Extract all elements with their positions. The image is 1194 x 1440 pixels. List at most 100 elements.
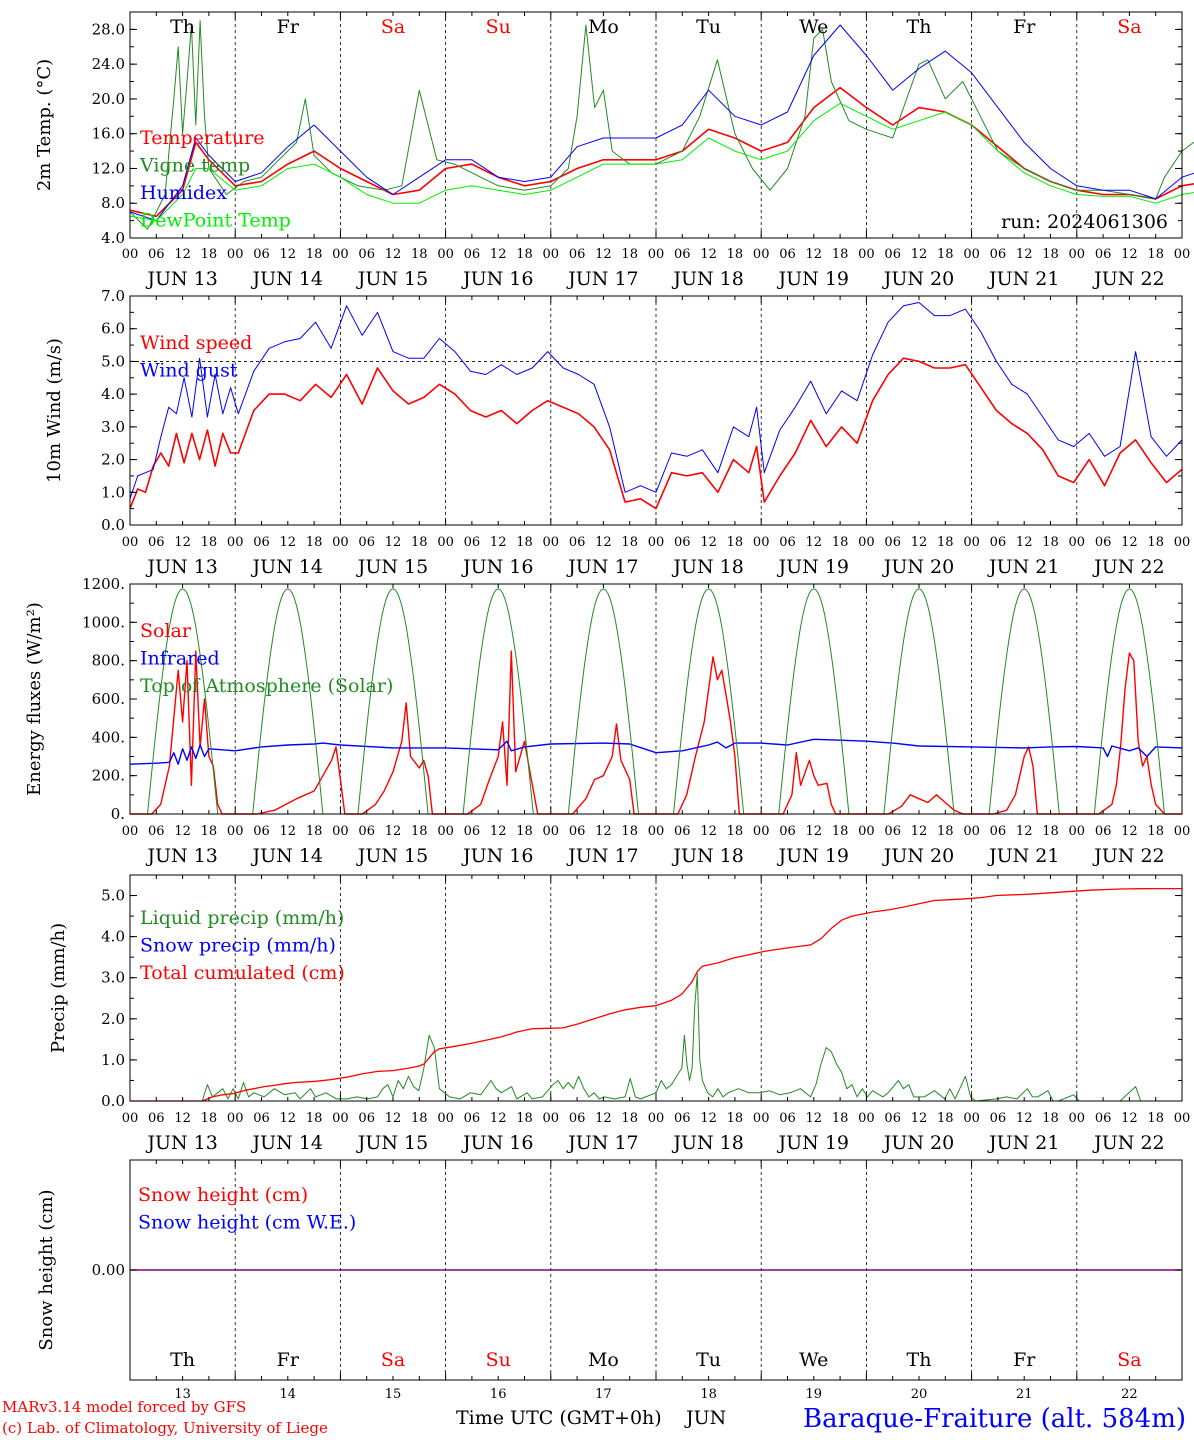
series-line-1-2 [129, 20, 1194, 230]
hour-tick-label: 00 [753, 247, 770, 262]
y-axis-label: Precip (mm/h) [48, 923, 69, 1053]
date-label: JUN 13 [145, 845, 217, 867]
weekday-label: Mo [588, 16, 619, 38]
hour-tick-label: 06 [884, 1111, 901, 1126]
y-tick-label: 400. [92, 728, 125, 746]
hour-tick-label: 18 [1147, 247, 1164, 262]
date-label: JUN 17 [566, 845, 638, 867]
hour-tick-label: 18 [411, 247, 428, 262]
legend-entry: Humidex [140, 182, 227, 204]
date-label: JUN 19 [777, 268, 849, 290]
legend-entry: DewPoint Temp [140, 210, 291, 232]
legend-entry: Snow precip (mm/h) [140, 935, 336, 957]
y-tick-label: 20.0 [92, 90, 125, 108]
weekday-label: Th [907, 16, 932, 38]
date-label: JUN 15 [356, 1132, 428, 1154]
hour-tick-label: 12 [911, 535, 928, 550]
footer-credit-line2: (c) Lab. of Climatology, University of L… [2, 1419, 328, 1437]
y-tick-label: 0. [111, 805, 125, 823]
y-tick-label: 0.00 [92, 1261, 125, 1279]
weekday-label: Sa [1117, 16, 1141, 38]
hour-tick-label: 00 [1174, 247, 1191, 262]
hour-tick-label: 06 [674, 1111, 691, 1126]
date-label: JUN 22 [1092, 1132, 1164, 1154]
legend-entry: Total cumulated (cm) [140, 962, 345, 984]
hour-tick-label: 06 [779, 1111, 796, 1126]
hour-tick-label: 18 [411, 824, 428, 839]
date-label: JUN 13 [145, 556, 217, 578]
hour-tick-label: 18 [1042, 247, 1059, 262]
hour-tick-label: 18 [621, 1111, 638, 1126]
date-label: JUN 16 [461, 556, 533, 578]
hour-tick-label: 18 [516, 824, 533, 839]
hour-tick-label: 00 [437, 247, 454, 262]
hour-tick-label: 06 [779, 824, 796, 839]
hour-tick-label: 18 [1042, 824, 1059, 839]
hour-tick-label: 18 [727, 247, 744, 262]
y-tick-label: 5.0 [101, 352, 125, 370]
hour-tick-label: 00 [543, 535, 560, 550]
day-number-label: 15 [385, 1387, 402, 1402]
hour-tick-label: 00 [227, 824, 244, 839]
date-label: JUN 20 [882, 268, 954, 290]
hour-tick-label: 06 [674, 535, 691, 550]
y-tick-label: 24.0 [92, 55, 125, 73]
hour-tick-label: 00 [858, 824, 875, 839]
hour-tick-label: 00 [1174, 535, 1191, 550]
y-tick-label: 1.0 [101, 483, 125, 501]
weekday-label: Sa [381, 1349, 405, 1371]
hour-tick-label: 00 [648, 1111, 665, 1126]
x-axis-month: JUN [684, 1407, 726, 1429]
series-line-2-2 [129, 302, 1183, 499]
date-label: JUN 22 [1092, 268, 1164, 290]
hour-tick-label: 12 [806, 247, 823, 262]
legend-entry: Solar [140, 620, 192, 642]
hour-tick-label: 06 [253, 1111, 270, 1126]
date-label: JUN 13 [145, 268, 217, 290]
legend-entry: Snow height (cm) [138, 1184, 308, 1206]
hour-tick-label: 18 [201, 1111, 218, 1126]
hour-tick-label: 18 [1147, 535, 1164, 550]
hour-tick-label: 00 [1174, 824, 1191, 839]
hour-tick-label: 18 [516, 535, 533, 550]
hour-tick-label: 06 [148, 824, 165, 839]
hour-tick-label: 18 [937, 247, 954, 262]
date-label: JUN 21 [987, 268, 1059, 290]
day-number-label: 13 [174, 1387, 191, 1402]
date-label: JUN 21 [987, 556, 1059, 578]
hour-tick-label: 12 [595, 535, 612, 550]
hour-tick-label: 06 [464, 824, 481, 839]
date-label: JUN 15 [356, 268, 428, 290]
hour-tick-label: 18 [201, 247, 218, 262]
hour-tick-label: 06 [253, 824, 270, 839]
hour-tick-label: 12 [385, 1111, 402, 1126]
hour-tick-label: 18 [201, 535, 218, 550]
weekday-label: Fr [1013, 1349, 1036, 1371]
y-tick-label: 12.0 [92, 159, 125, 177]
legend-entry: Temperature [140, 127, 264, 149]
y-tick-label: 6.0 [101, 320, 125, 338]
hour-tick-label: 06 [569, 1111, 586, 1126]
hour-tick-label: 06 [1095, 535, 1112, 550]
hour-tick-label: 06 [674, 824, 691, 839]
date-label: JUN 16 [461, 268, 533, 290]
hour-tick-label: 00 [648, 535, 665, 550]
hour-tick-label: 06 [569, 535, 586, 550]
hour-tick-label: 12 [911, 824, 928, 839]
panel-2: 0.0 1.0 2.0 3.0 4.0 5.0 6.0 7.0 10m Wind (m/s) 00… [44, 287, 1190, 578]
hour-tick-label: 06 [148, 1111, 165, 1126]
hour-tick-label: 18 [937, 1111, 954, 1126]
hour-tick-label: 00 [437, 824, 454, 839]
hour-tick-label: 12 [806, 824, 823, 839]
hour-tick-label: 00 [122, 824, 139, 839]
date-label: JUN 21 [987, 1132, 1059, 1154]
hour-tick-label: 00 [963, 824, 980, 839]
hour-tick-label: 12 [1121, 1111, 1138, 1126]
weekday-label: Fr [1013, 16, 1036, 38]
y-tick-label: 8.0 [101, 194, 125, 212]
hour-tick-label: 00 [122, 1111, 139, 1126]
day-number-label: 17 [595, 1387, 612, 1402]
hour-tick-label: 18 [621, 247, 638, 262]
hour-tick-label: 18 [516, 247, 533, 262]
